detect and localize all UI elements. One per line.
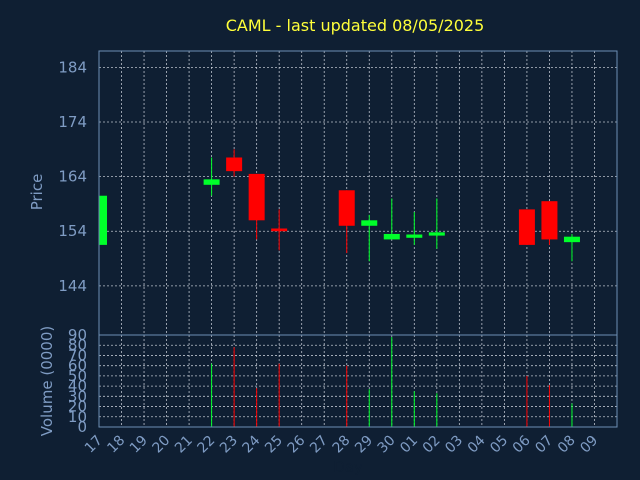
price-tick-label: 144 [58, 277, 87, 295]
price-tick-label: 174 [58, 113, 87, 131]
volume-tick-label: 10 [68, 408, 87, 426]
candle-body-02 [428, 232, 445, 236]
x-tick-label: 20 [149, 433, 173, 457]
x-tick-label: 25 [262, 433, 286, 457]
x-tick-label: 02 [420, 433, 444, 457]
price-tick-label: 154 [58, 222, 87, 240]
x-tick-label: 03 [442, 433, 466, 457]
price-tick-label: 164 [58, 168, 87, 186]
price-tick-labels: 144 154 164 174 184 [58, 58, 87, 294]
x-tick-label: 29 [352, 433, 376, 457]
x-tick-label: 28 [330, 433, 354, 457]
x-tick-label: 04 [465, 432, 489, 456]
volume-tick-label: 80 [68, 336, 87, 354]
price-axis-title: Price [28, 174, 46, 211]
price-panel-frame [98, 50, 618, 336]
candle-body-24 [248, 173, 265, 221]
price-candles [98, 149, 580, 262]
volume-tick-label: 30 [68, 387, 87, 405]
x-tick-label: 07 [532, 433, 556, 457]
x-tick-label: 05 [487, 433, 511, 457]
x-axis-title: Day [333, 458, 363, 476]
candle-body-23 [226, 157, 243, 172]
x-tick-label: 23 [217, 433, 241, 457]
candle-body-29 [361, 220, 378, 226]
candle-body-28 [338, 190, 355, 226]
price-tick-label: 184 [58, 58, 87, 76]
volume-panel-frame [98, 334, 618, 428]
x-tick-label: 27 [307, 433, 331, 457]
candle-body-30 [383, 233, 400, 240]
candle-body-22 [203, 179, 220, 185]
volume-tick-label: 50 [68, 367, 87, 385]
candle-body-01 [406, 234, 423, 238]
x-tick-label: 08 [555, 433, 579, 457]
x-tick-label: 30 [375, 433, 399, 457]
chart-title: CAML - last updated 08/05/2025 [226, 16, 485, 35]
candle-body-25 [271, 228, 288, 232]
x-tick-label: 01 [397, 433, 421, 457]
volume-tick-label: 0 [77, 418, 87, 436]
x-tick-label: 26 [285, 432, 309, 456]
x-tick-label: 22 [195, 433, 219, 457]
candle-body-08 [563, 236, 580, 243]
x-tick-labels: 1718192021222324252627282930010203040506… [82, 432, 601, 456]
x-tick-label: 09 [577, 433, 601, 457]
candle-body-17 [99, 195, 107, 245]
volume-tick-label: 60 [68, 357, 87, 375]
x-tick-label: 17 [82, 433, 106, 457]
volume-tick-label: 20 [68, 398, 87, 416]
x-tick-label: 06 [510, 432, 534, 456]
volume-axis-title: Volume (0000) [38, 326, 56, 436]
x-tick-label: 21 [172, 433, 196, 457]
volume-grid [99, 335, 617, 427]
x-tick-label: 18 [104, 433, 128, 457]
volume-tick-label: 40 [68, 377, 87, 395]
price-grid [99, 51, 617, 335]
candle-body-06 [518, 209, 535, 245]
volume-tick-label: 70 [68, 346, 87, 364]
x-tick-label: 24 [240, 432, 264, 456]
volume-tick-label: 90 [68, 326, 87, 344]
candle-body-07 [541, 201, 558, 240]
x-tick-label: 19 [127, 433, 151, 457]
volume-bars [211, 337, 573, 427]
